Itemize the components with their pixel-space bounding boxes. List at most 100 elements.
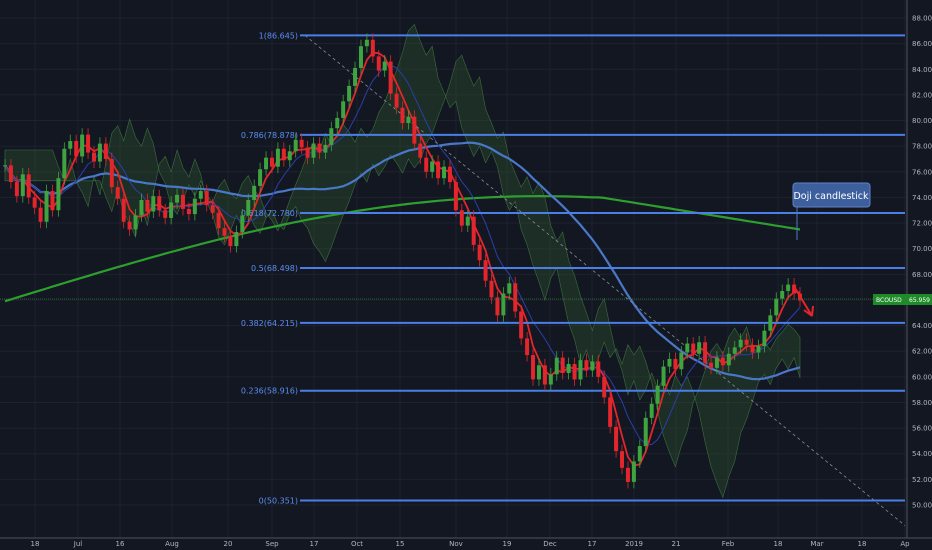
candle-body	[465, 216, 470, 226]
x-axis-panel[interactable]	[0, 538, 932, 550]
candle-body	[80, 134, 85, 157]
candle-body	[264, 157, 269, 170]
x-tick-label: 17	[588, 540, 597, 548]
candle-body	[780, 290, 785, 299]
candle-body	[756, 346, 761, 353]
candle-body	[56, 178, 61, 211]
candle-body	[726, 353, 731, 366]
candle-body	[679, 352, 684, 370]
candle-body	[620, 451, 625, 468]
fib-level-label: 0.786(78.878)	[241, 131, 298, 140]
candle-body	[768, 315, 773, 331]
candle-body	[697, 342, 702, 354]
y-tick-label: 84.00	[912, 66, 932, 74]
candle-body	[210, 205, 215, 213]
candle-body	[471, 216, 476, 245]
candle-body	[353, 67, 358, 86]
candlestick-series	[3, 33, 802, 489]
candle-body	[673, 358, 678, 370]
y-tick-label: 56.00	[912, 425, 932, 433]
y-tick-label: 54.00	[912, 450, 932, 458]
candle-body	[91, 152, 96, 162]
candle-body	[275, 148, 280, 167]
candle-body	[180, 194, 185, 209]
candle-body	[364, 39, 369, 47]
y-tick-label: 70.00	[912, 245, 932, 253]
symbol-label: BCOUSD	[876, 297, 902, 304]
candle-body	[347, 85, 352, 102]
candle-body	[714, 357, 719, 368]
fib-level-label: 0.618(72.780)	[241, 209, 298, 218]
candle-body	[477, 244, 482, 261]
candle-body	[115, 187, 120, 199]
x-axis-ticks: 18 Jul 16 Aug 20 Sep 17 Oct 15 Nov 19 Dec 17 2019 21 Fe…	[31, 540, 911, 548]
candle-body	[667, 358, 672, 367]
down-arrow-icon	[794, 287, 814, 317]
candle-body	[513, 283, 518, 312]
candle-body	[548, 374, 553, 385]
candle-body	[133, 215, 138, 230]
y-axis-ticks: 50.00 52.00 54.00 56.00 58.00 60.00 62.00 64.00…	[912, 15, 932, 510]
candle-body	[637, 446, 642, 462]
x-tick-label: Mar	[810, 540, 823, 548]
candle-body	[750, 344, 755, 353]
x-tick-label: 21	[672, 540, 681, 548]
x-tick-label: Nov	[449, 540, 463, 548]
candle-body	[495, 297, 500, 316]
y-tick-label: 68.00	[912, 271, 932, 279]
annotation-text: Doji candlestick	[793, 191, 869, 202]
candle-body	[44, 191, 49, 222]
fib-level-label: 0.382(64.215)	[241, 319, 298, 328]
candle-body	[602, 376, 607, 398]
candle-body	[655, 385, 660, 404]
candle-body	[358, 46, 363, 68]
x-tick-label: 15	[396, 540, 405, 548]
candle-body	[501, 293, 506, 316]
candle-body	[186, 208, 191, 215]
ma-200-line	[4, 194, 801, 303]
candle-body	[246, 199, 251, 216]
candle-body	[614, 426, 619, 452]
x-tick-label: 18	[774, 540, 783, 548]
y-tick-label: 78.00	[912, 143, 932, 151]
candle-body	[103, 143, 108, 159]
candle-body	[62, 148, 67, 179]
candle-body	[8, 165, 13, 183]
candle-body	[732, 347, 737, 354]
fib-level-label: 0.236(58.916)	[241, 387, 298, 396]
candle-body	[519, 311, 524, 339]
ma-100-line	[4, 141, 801, 381]
candle-body	[447, 166, 452, 183]
x-tick-label: Jul	[73, 540, 83, 548]
annotation-box[interactable]	[792, 182, 871, 208]
y-axis-panel[interactable]	[907, 0, 932, 550]
candle-body	[691, 343, 696, 354]
candle-body	[317, 143, 322, 153]
candle-body	[525, 338, 530, 356]
candle-body	[703, 342, 708, 363]
candle-body	[175, 194, 180, 203]
fibonacci-retracement[interactable]: 1(86.645) 0.786(78.878) 0.618(72.780) 0.5(6…	[241, 31, 906, 526]
candle-body	[163, 210, 168, 218]
x-tick-label: 2019	[625, 540, 643, 548]
candle-body	[121, 198, 126, 222]
fib-level-label: 1(86.645)	[259, 31, 298, 40]
candle-body	[198, 191, 203, 199]
candle-body	[625, 467, 630, 482]
candle-body	[38, 207, 43, 222]
candle-body	[370, 39, 375, 57]
candle-body	[281, 148, 286, 161]
candle-body	[709, 362, 714, 368]
candle-body	[204, 191, 209, 206]
x-tick-label: 19	[503, 540, 512, 548]
candle-body	[442, 166, 447, 179]
y-tick-label: 72.00	[912, 220, 932, 228]
candle-body	[329, 128, 334, 145]
last-price-value: 65.959	[909, 297, 930, 304]
candle-body	[649, 403, 654, 418]
candle-body	[109, 158, 114, 188]
candle-body	[400, 107, 405, 124]
fib-level-label: 0.5(68.498)	[251, 264, 298, 273]
doji-annotation[interactable]: Doji candlestick	[792, 182, 871, 317]
